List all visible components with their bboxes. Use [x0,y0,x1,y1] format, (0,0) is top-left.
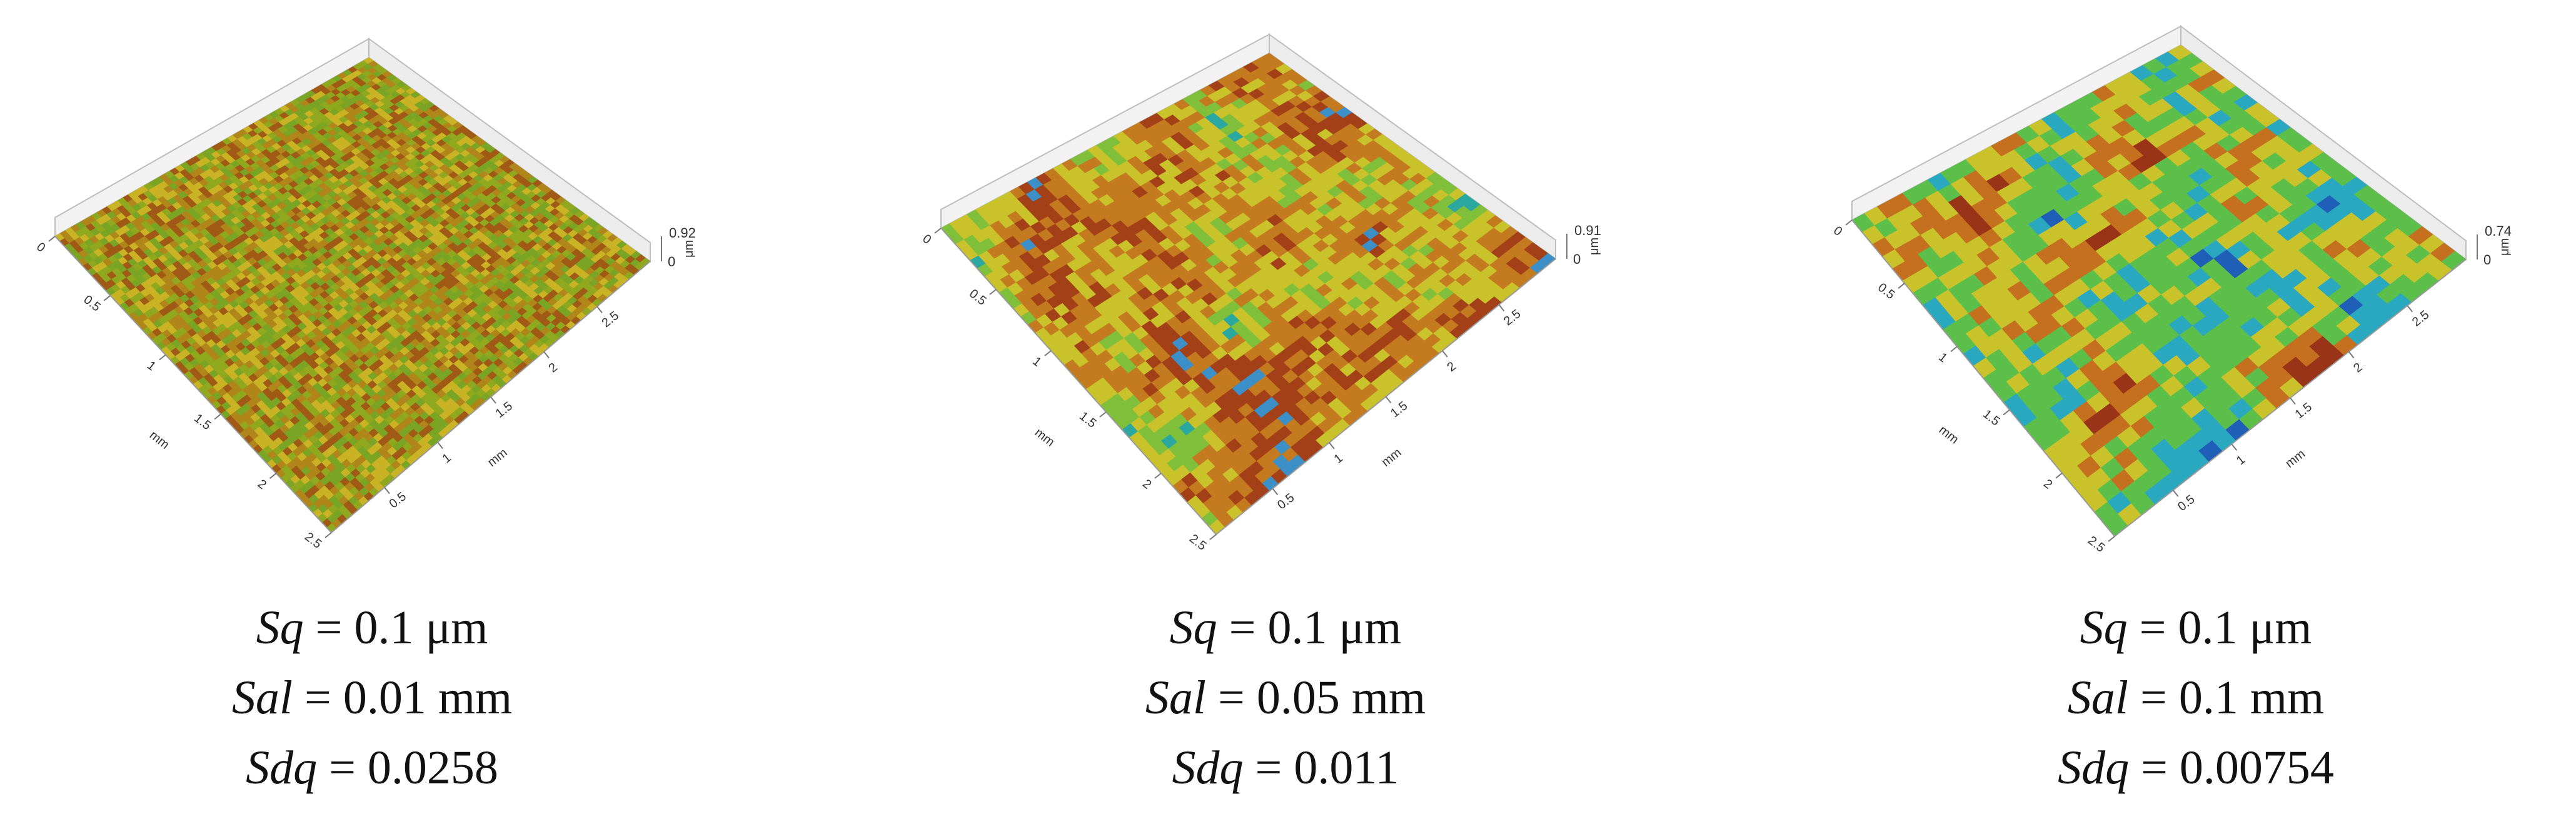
right-axis-tick-mark [384,487,390,495]
left-axis-tick-mark [214,413,221,420]
right-axis-tick-label: 2.5 [600,309,621,330]
left-axis-tick-mark [269,473,277,479]
left-axis-tick-label: 2.5 [302,530,324,551]
left-axis-tick-mark [159,354,166,361]
left-axis-tick-mark [325,532,332,538]
right-axis-tick-mark [437,441,443,449]
left-axis-tick-mark [48,236,56,242]
right-axis-tick-label: 1 [440,451,454,466]
right-axis-tick-mark [543,351,550,359]
right-axis-unit: mm [485,446,510,470]
left-axis-tick-label: 0.5 [81,293,103,314]
surface-texture [940,53,1556,535]
left-axis-tick-label: 1 [144,358,158,373]
z-axis-min-label: 0 [668,254,675,269]
right-axis-tick-mark [490,396,496,404]
z-axis-unit: μm [682,240,696,258]
surface-texture [54,57,651,533]
left-axis-tick-label: 1.5 [191,411,213,433]
left-axis-tick-mark [103,295,111,301]
left-axis-tick-label: 2 [255,477,269,492]
right-axis-tick-label: 2 [546,360,560,375]
z-axis-max-label: 0.92 [669,225,696,241]
right-axis-tick-mark [596,306,603,313]
panel-1-plot: 0 0.5 1 1.5 2 2.5 mm 0.5 1 1.5 2 2.5 mm 0.92 0 μm [34,38,696,551]
left-axis-unit: mm [147,428,172,452]
right-axis-tick-label: 0.5 [387,490,409,511]
left-axis-tick-label: 0 [34,240,48,255]
right-axis-tick-label: 1.5 [493,399,515,420]
